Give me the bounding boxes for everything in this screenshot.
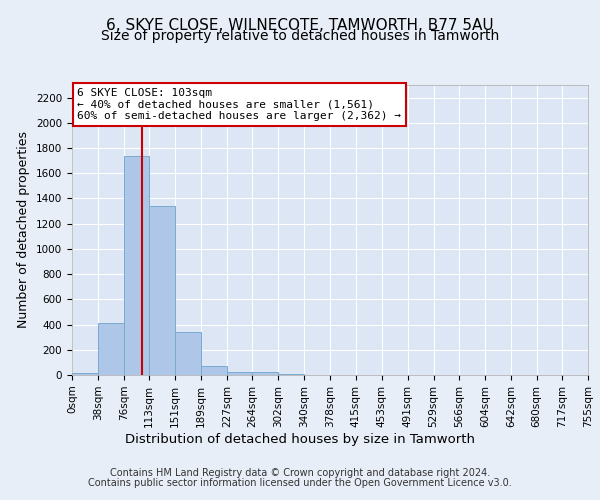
Bar [72, 373, 98, 375]
Text: 6 SKYE CLOSE: 103sqm
← 40% of detached houses are smaller (1,561)
60% of semi-de: 6 SKYE CLOSE: 103sqm ← 40% of detached h… [77, 88, 401, 121]
Text: Contains HM Land Registry data © Crown copyright and database right 2024.: Contains HM Land Registry data © Crown c… [110, 468, 490, 477]
Bar [253, 372, 278, 375]
Bar [98, 322, 124, 375]
Bar [149, 206, 175, 375]
Bar [201, 366, 227, 375]
Bar [124, 156, 149, 375]
Bar [278, 374, 304, 375]
Text: Contains public sector information licensed under the Open Government Licence v3: Contains public sector information licen… [88, 478, 512, 488]
Bar [175, 332, 201, 375]
Text: Distribution of detached houses by size in Tamworth: Distribution of detached houses by size … [125, 432, 475, 446]
Text: Size of property relative to detached houses in Tamworth: Size of property relative to detached ho… [101, 29, 499, 43]
Y-axis label: Number of detached properties: Number of detached properties [17, 132, 31, 328]
Text: 6, SKYE CLOSE, WILNECOTE, TAMWORTH, B77 5AU: 6, SKYE CLOSE, WILNECOTE, TAMWORTH, B77 … [106, 18, 494, 32]
Bar [227, 372, 253, 375]
